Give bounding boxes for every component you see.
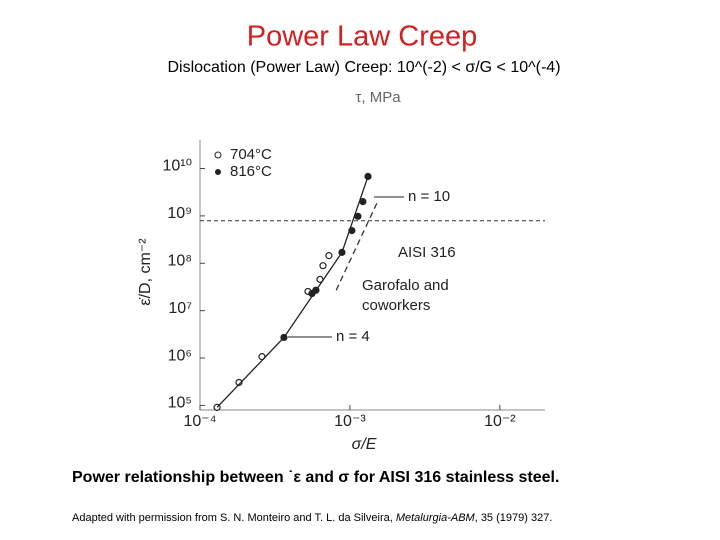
legend-marker [214,151,222,159]
y-tick-label: 10⁷ [168,300,192,317]
subtitle: Dislocation (Power Law) Creep: 10^(-2) <… [167,59,560,76]
x-tick-label: 10⁻² [484,413,516,430]
y-tick-label: 10⁵ [168,395,192,412]
legend-label: 704°C [230,146,272,163]
legend-label: 816°C [230,163,272,180]
annotation: n = 4 [336,328,370,345]
data-point [235,378,243,387]
credit-text: Adapted with permission from S. N. Monte… [72,512,396,524]
y-axis-label: ε̇/D, cm⁻² [137,238,154,306]
x-tick-label: 10⁻³ [334,413,366,430]
annotation: n = 10 [408,188,450,205]
data-point [319,262,327,270]
x-tick-label: 10⁻⁴ [183,413,216,430]
annotation: Garofalo and [362,277,449,294]
annotation: coworkers [362,297,430,314]
y-tick-label: 10⁸ [167,252,192,269]
credit: Adapted with permission from S. N. Monte… [72,512,552,524]
caption: Power relationship between ˙ε and σ for … [72,469,559,486]
top-axis-label: τ, MPa [355,89,401,106]
slide-title: Power Law Creep [247,21,478,53]
legend-marker [215,169,221,175]
credit-text: , 35 (1979) 327. [475,512,553,524]
y-tick-label: 10⁶ [168,347,192,364]
dashed-line [335,200,379,291]
annotation: AISI 316 [398,244,456,261]
y-tick-label: 10⁹ [167,205,192,222]
fit-line [216,176,369,408]
data-point [325,252,333,260]
credit-journal: Metalurgia-ABM [396,512,476,524]
y-tick-label: 10¹⁰ [162,158,192,175]
x-axis-label: σ/E [352,436,377,453]
data-point [354,212,362,220]
